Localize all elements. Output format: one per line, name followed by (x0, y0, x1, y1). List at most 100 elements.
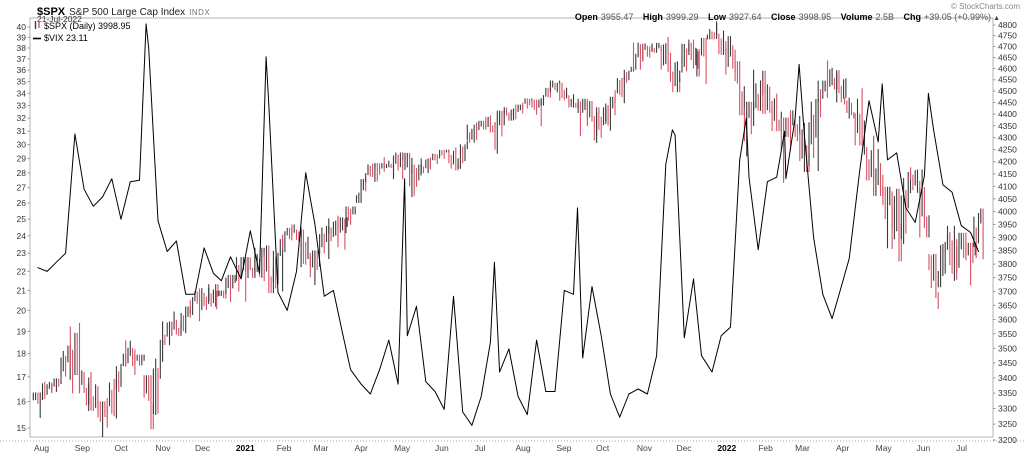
y-axis-left-tick-label: 39 (17, 32, 27, 42)
y-axis-left-tick-label: 38 (17, 43, 27, 53)
y-axis-right-tick-label: 4600 (998, 64, 1017, 74)
x-axis-month-label: Oct (114, 443, 128, 453)
x-axis-month-label: Apr (355, 443, 368, 453)
open-value: 3955.47 (600, 12, 634, 22)
legend-vix-label: $VIX 23.11 (44, 32, 88, 43)
x-axis-month-label: Feb (277, 443, 292, 453)
x-axis-month-label: 2022 (717, 443, 736, 453)
y-axis-left-tick-label: 16 (17, 397, 27, 407)
x-axis-month-label: Jul (475, 443, 486, 453)
close-value: 3998.95 (798, 12, 832, 22)
y-axis-right-tick-label: 4700 (998, 42, 1017, 52)
y-axis-right-tick-label: 3200 (998, 435, 1017, 445)
y-axis-left-tick-label: 30 (17, 140, 27, 150)
y-axis-right-tick-label: 3600 (998, 314, 1017, 324)
x-axis-month-label: Aug (34, 443, 49, 453)
open-label: Open (574, 12, 598, 22)
y-axis-right-tick-label: 4550 (998, 75, 1017, 85)
spx-bars (32, 21, 984, 438)
y-axis-right-tick-label: 4100 (998, 181, 1017, 191)
legend-spx-row: $SPX (Daily) 3998.95 (33, 20, 131, 33)
x-axis-month-label: Apr (836, 443, 849, 453)
y-axis-left-tick-label: 22 (17, 266, 27, 276)
stockcharts-copyright-link[interactable]: © StockCharts.com (950, 2, 1020, 11)
y-axis-right-tick-label: 3400 (998, 373, 1017, 383)
y-axis-left-tick-label: 31 (17, 126, 27, 136)
x-axis-month-label: 2021 (236, 443, 255, 453)
y-axis-right-tick-label: 4000 (998, 207, 1017, 217)
volume-value: 2.5B (875, 12, 894, 22)
y-axis-left-tick-label: 32 (17, 113, 27, 123)
y-axis-right-tick-label: 4250 (998, 145, 1017, 155)
low-value: 3927.64 (728, 12, 762, 22)
y-axis-right-tick-label: 4050 (998, 194, 1017, 204)
y-axis-left-tick-label: 23 (17, 248, 27, 258)
x-axis-month-label: Sep (556, 443, 571, 453)
y-axis-right-tick-label: 3750 (998, 273, 1017, 283)
y-axis-right-tick-label: 3800 (998, 259, 1017, 269)
y-axis-left-tick-label: 28 (17, 168, 27, 178)
plot-border (29, 17, 994, 438)
y-axis-right-tick-label: 3650 (998, 300, 1017, 310)
x-axis-month-label: Jun (917, 443, 931, 453)
x-axis-month-label: Mar (314, 443, 329, 453)
x-axis-month-label: May (876, 443, 893, 453)
chg-up-arrow: ▲ (993, 15, 1000, 22)
volume-label: Volume (840, 12, 873, 22)
x-axis-month-label: Jun (435, 443, 449, 453)
y-axis-left-tick-label: 36 (17, 65, 27, 75)
y-axis-right-tick-label: 4750 (998, 31, 1017, 41)
y-axis-left-tick-label: 27 (17, 183, 27, 193)
y-axis-right-tick-label: 4150 (998, 169, 1017, 179)
y-axis-right-tick-label: 3450 (998, 358, 1017, 368)
close-label: Close (771, 12, 796, 22)
y-axis-right-tick-label: 3850 (998, 246, 1017, 256)
x-axis-month-label: May (394, 443, 411, 453)
y-axis-left-tick-label: 20 (17, 305, 27, 315)
y-axis-left-tick-label: 40 (17, 22, 27, 32)
y-axis-right-tick-label: 3700 (998, 286, 1017, 296)
y-axis-right-tick-label: 3350 (998, 388, 1017, 398)
legend-spx-label: $SPX (Daily) 3998.95 (44, 21, 131, 31)
y-axis-right-tick-label: 4500 (998, 86, 1017, 96)
y-axis-left-tick-label: 24 (17, 231, 27, 241)
y-axis-left-tick-label: 29 (17, 153, 27, 163)
y-axis-right-tick-label: 4300 (998, 133, 1017, 143)
x-axis-month-label: Aug (516, 443, 531, 453)
y-axis-left-tick-label: 17 (17, 372, 27, 382)
vix-line-icon (33, 34, 41, 45)
chg-label: Chg (903, 12, 922, 22)
x-axis-month-label: Nov (155, 443, 171, 453)
x-axis-month-label: Feb (758, 443, 773, 453)
y-axis-right-tick-label: 3250 (998, 419, 1017, 429)
y-axis-right-tick-label: 3500 (998, 343, 1017, 353)
x-axis-month-label: Nov (637, 443, 653, 453)
low-label: Low (707, 12, 726, 22)
y-axis-right-tick-label: 3550 (998, 329, 1017, 339)
y-axis-left-tick-label: 26 (17, 198, 27, 208)
exchange-tag: INDX (189, 8, 211, 17)
y-axis-right-tick-label: 4400 (998, 109, 1017, 119)
x-axis-month-label: Mar (795, 443, 810, 453)
high-label: High (642, 12, 663, 22)
y-axis-right-tick-label: 3900 (998, 233, 1017, 243)
chart-date: 21-Jul-2022 (37, 14, 82, 24)
high-value: 3999.29 (665, 12, 699, 22)
x-axis-month-label: Oct (596, 443, 610, 453)
legend-vix-row: $VIX 23.11 (33, 33, 131, 45)
chg-value: +39.05 (+0.99%) (924, 12, 992, 22)
y-axis-right-tick-label: 3950 (998, 219, 1017, 229)
y-axis-right-tick-label: 4800 (998, 20, 1017, 30)
x-axis-month-label: Jul (956, 443, 967, 453)
y-axis-left-tick-label: 19 (17, 326, 27, 336)
x-axis-month-label: Dec (676, 443, 692, 453)
quote-summary: Open 3955.47 High 3999.29 Low 3927.64 Close… (568, 12, 1000, 22)
chart-legend: $SPX (Daily) 3998.95 $VIX 23.11 (33, 20, 131, 44)
chart-header: $SPX S&P 500 Large Cap Index INDX (37, 2, 210, 20)
y-axis-left-tick-label: 18 (17, 348, 27, 358)
y-axis-left-tick-label: 35 (17, 77, 27, 87)
x-axis-month-label: Dec (195, 443, 211, 453)
y-axis-left-tick-label: 34 (17, 88, 27, 98)
symbol-name: S&P 500 Large Cap Index (69, 7, 186, 18)
